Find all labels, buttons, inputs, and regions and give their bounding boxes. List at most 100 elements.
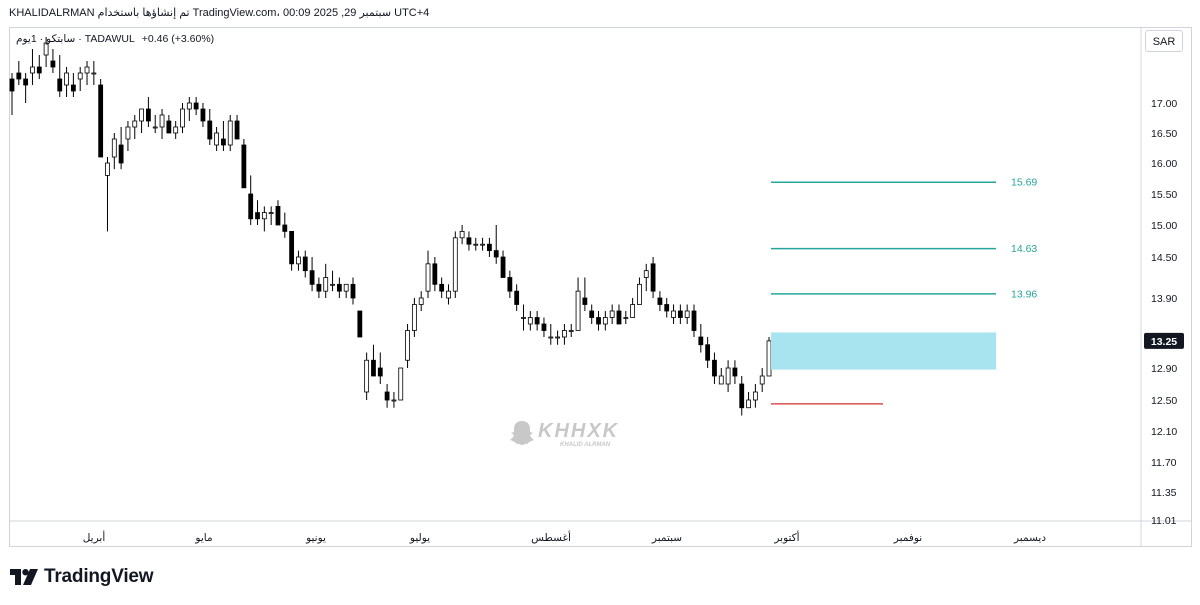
y-tick-label: 16.50 <box>1151 128 1177 140</box>
candle-body <box>712 359 717 377</box>
candle-body <box>657 297 663 305</box>
chart-attribution: KHALIDALRMAN تم إنشاؤها باستخدام Trading… <box>9 7 430 19</box>
candle-body <box>91 72 97 75</box>
candle-body <box>207 120 213 140</box>
candle-body <box>398 367 404 401</box>
candle-body <box>145 108 151 122</box>
candle-body <box>9 78 15 92</box>
candle-body <box>411 304 417 331</box>
candle-body <box>698 336 704 346</box>
candle-body <box>282 224 288 232</box>
y-tick-label: 11.70 <box>1151 457 1177 469</box>
candle-body <box>139 108 144 122</box>
candle-body <box>64 72 69 86</box>
candle-body <box>602 317 608 325</box>
target-label: 14.63 <box>1011 243 1037 255</box>
candle-body <box>677 310 683 318</box>
candle-body <box>357 310 363 338</box>
candle-body <box>541 323 547 331</box>
x-tick-label: أكتوبر <box>773 530 799 544</box>
y-tick-label: 15.00 <box>1151 220 1177 232</box>
candle-body <box>23 78 29 86</box>
y-tick-label: 12.10 <box>1151 426 1177 438</box>
candle-body <box>718 375 724 385</box>
candle-body <box>30 66 35 74</box>
y-tick-label: 17.00 <box>1151 98 1177 110</box>
candle-body <box>582 297 588 305</box>
candle-body <box>555 336 560 339</box>
candle-body <box>234 120 240 140</box>
candle-body <box>159 114 165 128</box>
candle-body <box>221 138 226 146</box>
candle-body <box>609 310 615 318</box>
symbol-name[interactable]: سابتكو · 1يوم · TADAWUL <box>16 33 135 45</box>
candle-body <box>459 230 465 239</box>
candle-body <box>105 162 110 176</box>
candle-body <box>316 283 322 292</box>
candle-body <box>405 330 410 361</box>
candle-body <box>575 290 581 331</box>
x-tick-label: سبتمبر <box>651 532 682 544</box>
candle-body <box>77 72 83 80</box>
candle-body <box>589 310 595 318</box>
candle-body <box>637 283 642 305</box>
candle-body <box>425 263 431 292</box>
y-tick-label: 11.35 <box>1151 487 1177 499</box>
candle-body <box>371 359 376 377</box>
candle-body <box>70 84 76 92</box>
candle-body <box>296 256 301 265</box>
candle-body <box>111 138 117 158</box>
x-tick-label: أغسطس <box>531 530 571 544</box>
candle-body <box>480 243 485 246</box>
candle-body <box>671 310 676 318</box>
currency-button[interactable]: SAR <box>1145 30 1183 52</box>
x-tick-label: يونيو <box>305 532 326 544</box>
watermark-logo: KHHXK KHALID ALRMAN <box>510 418 650 454</box>
candle-body <box>725 367 731 385</box>
candle-body <box>432 263 438 285</box>
candle-body <box>248 193 254 220</box>
entry-zone <box>771 332 996 370</box>
candle-body <box>200 108 206 122</box>
price-change: +0.46 (+3.60%) <box>141 33 215 45</box>
candle-body <box>616 310 622 325</box>
candle-body <box>752 391 758 401</box>
candle-body <box>664 304 670 312</box>
candle-body <box>16 72 22 80</box>
candle-body <box>521 317 526 319</box>
candle-body <box>452 237 458 292</box>
candle-body <box>684 310 690 318</box>
candle-body <box>534 317 540 325</box>
candle-body <box>323 277 329 292</box>
candle-body <box>193 102 199 110</box>
candle-body <box>439 283 445 292</box>
candle-body <box>36 66 42 74</box>
candle-body <box>84 66 90 74</box>
candle-body <box>527 317 533 325</box>
candle-body <box>630 304 636 318</box>
y-tick-label: 13.90 <box>1151 293 1177 305</box>
tradingview-wordmark: TradingView <box>44 566 154 587</box>
candle-body <box>746 399 751 409</box>
candle-body <box>50 60 56 68</box>
target-label: 15.69 <box>1011 177 1037 189</box>
candle-body <box>180 108 185 128</box>
candle-body <box>261 212 267 220</box>
candle-body <box>446 290 451 299</box>
candle-body <box>766 340 772 377</box>
tradingview-logo[interactable]: TradingView <box>10 566 154 588</box>
candle-body <box>486 243 492 251</box>
candle-body <box>650 263 656 292</box>
candle-body <box>377 367 383 377</box>
candle-body <box>152 126 158 129</box>
candle-body <box>350 283 356 299</box>
candle-body <box>500 256 506 278</box>
candle-body <box>364 359 370 393</box>
candle-body <box>268 212 274 215</box>
x-tick-label: ديسمبر <box>1013 532 1046 544</box>
candle-body <box>596 317 601 325</box>
candle-body <box>125 126 131 140</box>
candle-body <box>118 144 124 164</box>
last-price-badge <box>1144 332 1184 349</box>
